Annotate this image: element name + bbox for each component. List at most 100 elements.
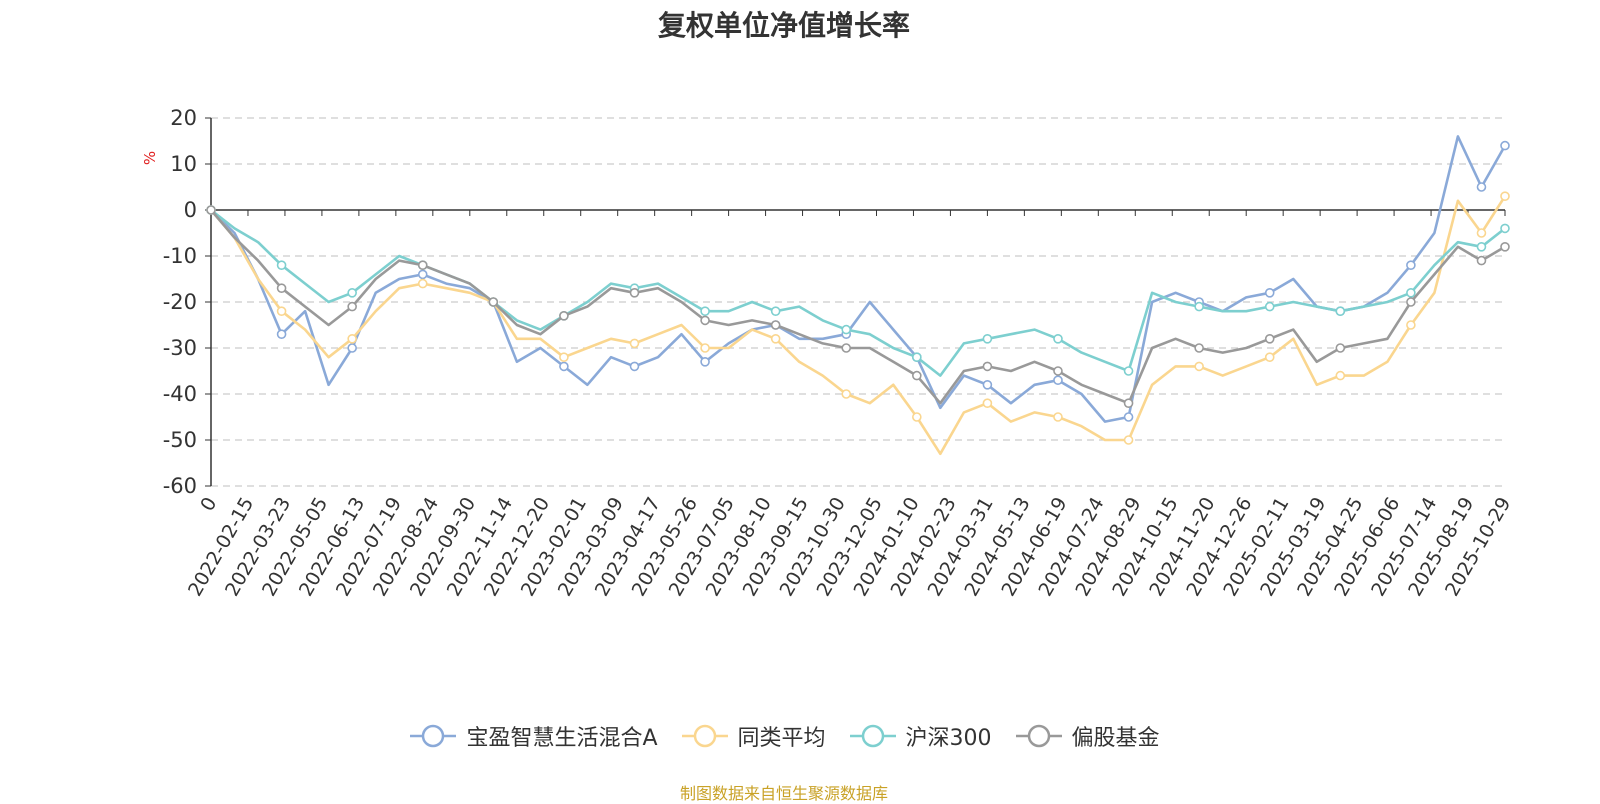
- series-point-3: [912, 370, 922, 381]
- series-point-1: [1123, 435, 1134, 445]
- series-point-2: [276, 260, 287, 271]
- legend-label: 偏股基金: [1071, 726, 1160, 751]
- series-point-0: [1264, 287, 1275, 298]
- series-point-3: [347, 301, 357, 312]
- legend-item-3[interactable]: 偏股基金: [1014, 720, 1160, 752]
- series-point-1: [841, 389, 852, 399]
- series-point-1: [1335, 370, 1346, 381]
- series-point-3: [276, 283, 287, 294]
- series-line-2: [210, 208, 1506, 377]
- legend-swatch-icon: [849, 724, 896, 748]
- series-point-1: [1476, 228, 1487, 238]
- series-point-0: [1053, 375, 1063, 386]
- series-point-1: [1264, 352, 1275, 363]
- series-point-0: [417, 269, 428, 280]
- legend-item-0[interactable]: 宝盈智慧生活混合A: [408, 720, 658, 752]
- x-tick-label: 0: [196, 494, 221, 515]
- series-point-2: [982, 333, 993, 344]
- series-point-3: [841, 343, 852, 353]
- series-point-3: [770, 320, 781, 330]
- series-point-3: [417, 260, 428, 271]
- series-point-3: [629, 287, 640, 298]
- series-point-1: [276, 306, 287, 317]
- series-point-2: [1053, 333, 1063, 344]
- series-point-1: [770, 333, 781, 344]
- series-line-1: [210, 195, 1507, 456]
- series-point-3: [1500, 242, 1510, 252]
- chart-title: 复权单位净值增长率: [657, 9, 910, 42]
- series-point-1: [629, 338, 640, 349]
- series-point-3: [1123, 398, 1134, 409]
- y-tick-label: -20: [163, 290, 197, 314]
- y-tick-label: -30: [163, 336, 197, 360]
- series-point-1: [982, 398, 993, 409]
- legend-marker: [422, 724, 445, 748]
- series-point-1: [559, 352, 569, 363]
- series-point-2: [347, 287, 357, 298]
- series-point-0: [700, 356, 710, 367]
- legend-label: 宝盈智慧生活混合A: [466, 726, 658, 751]
- legend: 宝盈智慧生活混合A 同类平均 沪深300 偏股基金: [0, 720, 1568, 752]
- series-point-0: [1500, 140, 1510, 151]
- legend-label: 同类平均: [737, 726, 826, 751]
- series-point-0: [629, 361, 640, 372]
- series-point-0: [1406, 260, 1416, 271]
- series-point-2: [1500, 223, 1510, 234]
- series-point-3: [1264, 333, 1275, 344]
- series-point-0: [1123, 412, 1134, 422]
- series-point-3: [1476, 255, 1487, 266]
- series-line-0: [210, 135, 1507, 423]
- series-point-1: [1194, 361, 1204, 372]
- series-point-2: [1406, 287, 1416, 298]
- legend-marker: [1027, 724, 1050, 748]
- series-point-1: [1500, 191, 1510, 201]
- legend-item-1[interactable]: 同类平均: [680, 720, 826, 752]
- legend-swatch-icon: [1015, 724, 1062, 748]
- series-point-1: [1053, 412, 1063, 422]
- series-point-2: [1335, 306, 1346, 317]
- series-point-3: [559, 310, 569, 321]
- series-point-3: [1406, 297, 1416, 307]
- y-tick-label: -10: [163, 244, 197, 268]
- series-point-1: [417, 278, 428, 289]
- series-point-0: [982, 379, 993, 390]
- legend-item-2[interactable]: 沪深300: [848, 720, 992, 752]
- legend-swatch-icon: [410, 724, 457, 748]
- series-point-2: [1476, 242, 1487, 252]
- series-layer: [206, 135, 1510, 456]
- series-point-3: [206, 205, 216, 215]
- series-point-2: [912, 352, 922, 363]
- series-point-3: [1194, 343, 1204, 353]
- series-point-3: [982, 361, 993, 372]
- y-tick-label: 20: [170, 106, 197, 130]
- y-axis-label: %: [141, 151, 159, 165]
- series-point-1: [912, 412, 922, 422]
- series-point-2: [1123, 366, 1134, 376]
- legend-marker: [693, 724, 716, 748]
- series-point-3: [1053, 366, 1063, 376]
- series-point-0: [559, 361, 569, 372]
- series-point-0: [1476, 182, 1487, 192]
- legend-label: 沪深300: [905, 726, 992, 751]
- grid-layer: [211, 117, 1505, 487]
- y-tick-label: -50: [163, 428, 197, 452]
- series-point-2: [1264, 301, 1275, 312]
- series-point-3: [488, 297, 499, 307]
- series-point-3: [700, 315, 710, 326]
- y-tick-label: 10: [170, 152, 197, 176]
- series-point-1: [347, 333, 357, 344]
- series-point-3: [1335, 343, 1346, 353]
- series-point-2: [1194, 301, 1204, 312]
- series-point-1: [700, 343, 710, 353]
- series-point-2: [770, 306, 781, 317]
- series-point-2: [700, 306, 710, 317]
- series-point-0: [276, 329, 287, 340]
- y-tick-label: 0: [184, 198, 197, 222]
- line-chart: 20100-10-20-30-40-50-60%02022-02-152022-…: [141, 106, 1515, 600]
- legend-marker: [861, 724, 884, 748]
- series-point-0: [347, 343, 357, 353]
- y-tick-label: -60: [163, 474, 197, 498]
- series-point-1: [1406, 320, 1416, 330]
- legend-swatch-icon: [681, 724, 728, 748]
- y-tick-label: -40: [163, 382, 197, 406]
